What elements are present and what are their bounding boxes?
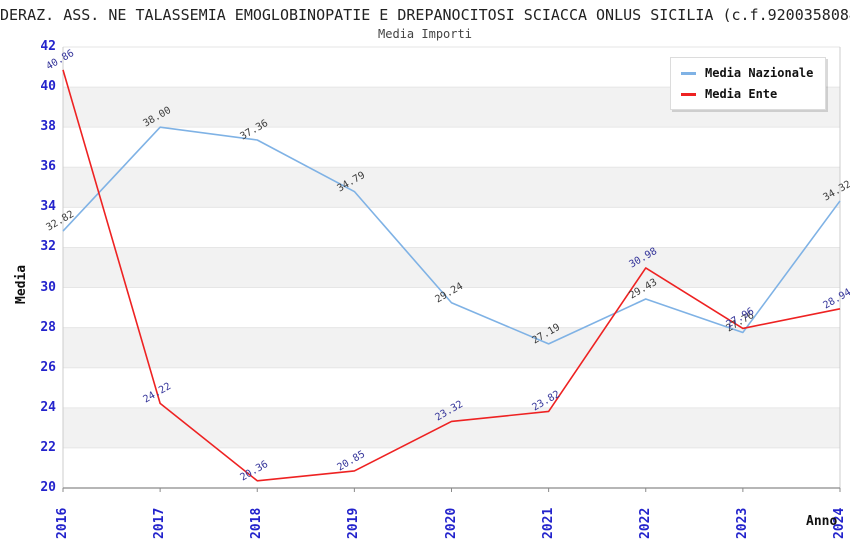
- y-tick-label: 38: [40, 119, 56, 135]
- x-axis-title: Anno: [806, 514, 838, 529]
- series-line-media-nazionale: [62, 126, 841, 345]
- y-tick-label: 40: [40, 79, 56, 95]
- y-tick-label: 32: [40, 239, 56, 255]
- x-tick-label: 2020: [443, 507, 459, 539]
- y-tick-label: 42: [40, 39, 56, 54]
- y-tick-label: 34: [40, 199, 56, 215]
- y-tick-label: 20: [40, 480, 56, 495]
- y-tick-label: 26: [40, 359, 56, 375]
- y-tick-label: 28: [40, 319, 56, 335]
- x-tick-label: 2019: [346, 507, 362, 539]
- legend-item-media-ente: Media Ente: [681, 87, 813, 101]
- y-axis-title: Media: [14, 264, 29, 304]
- series-line-media-ente: [62, 69, 841, 482]
- line-swatch-icon: [681, 71, 696, 75]
- x-tick-label: 2018: [249, 507, 265, 539]
- y-tick-label: 30: [40, 279, 56, 295]
- x-tick-label: 2016: [55, 507, 70, 539]
- grid-band: [63, 167, 840, 208]
- legend-item-media-nazionale: Media Nazionale: [681, 66, 813, 80]
- line-swatch-icon: [681, 92, 696, 96]
- y-tick-label: 22: [40, 439, 56, 455]
- x-tick-label: 2017: [152, 507, 168, 539]
- grid-band: [63, 327, 840, 368]
- chart-subtitle: Media Importi: [378, 27, 472, 41]
- legend: Media Nazionale Media Ente: [670, 57, 827, 110]
- legend-label: Media Ente: [705, 87, 778, 101]
- x-tick-label: 2021: [540, 507, 556, 539]
- y-tick-label: 24: [40, 399, 56, 415]
- grid-band: [63, 407, 840, 448]
- chart-title: DERAZ. ASS. NE TALASSEMIA EMOGLOBINOPATI…: [0, 6, 850, 24]
- x-tick-label: 2022: [637, 507, 653, 539]
- y-tick-label: 36: [40, 159, 56, 175]
- x-tick-label: 2023: [734, 507, 750, 539]
- legend-label: Media Nazionale: [705, 66, 814, 80]
- grid-band: [63, 247, 840, 288]
